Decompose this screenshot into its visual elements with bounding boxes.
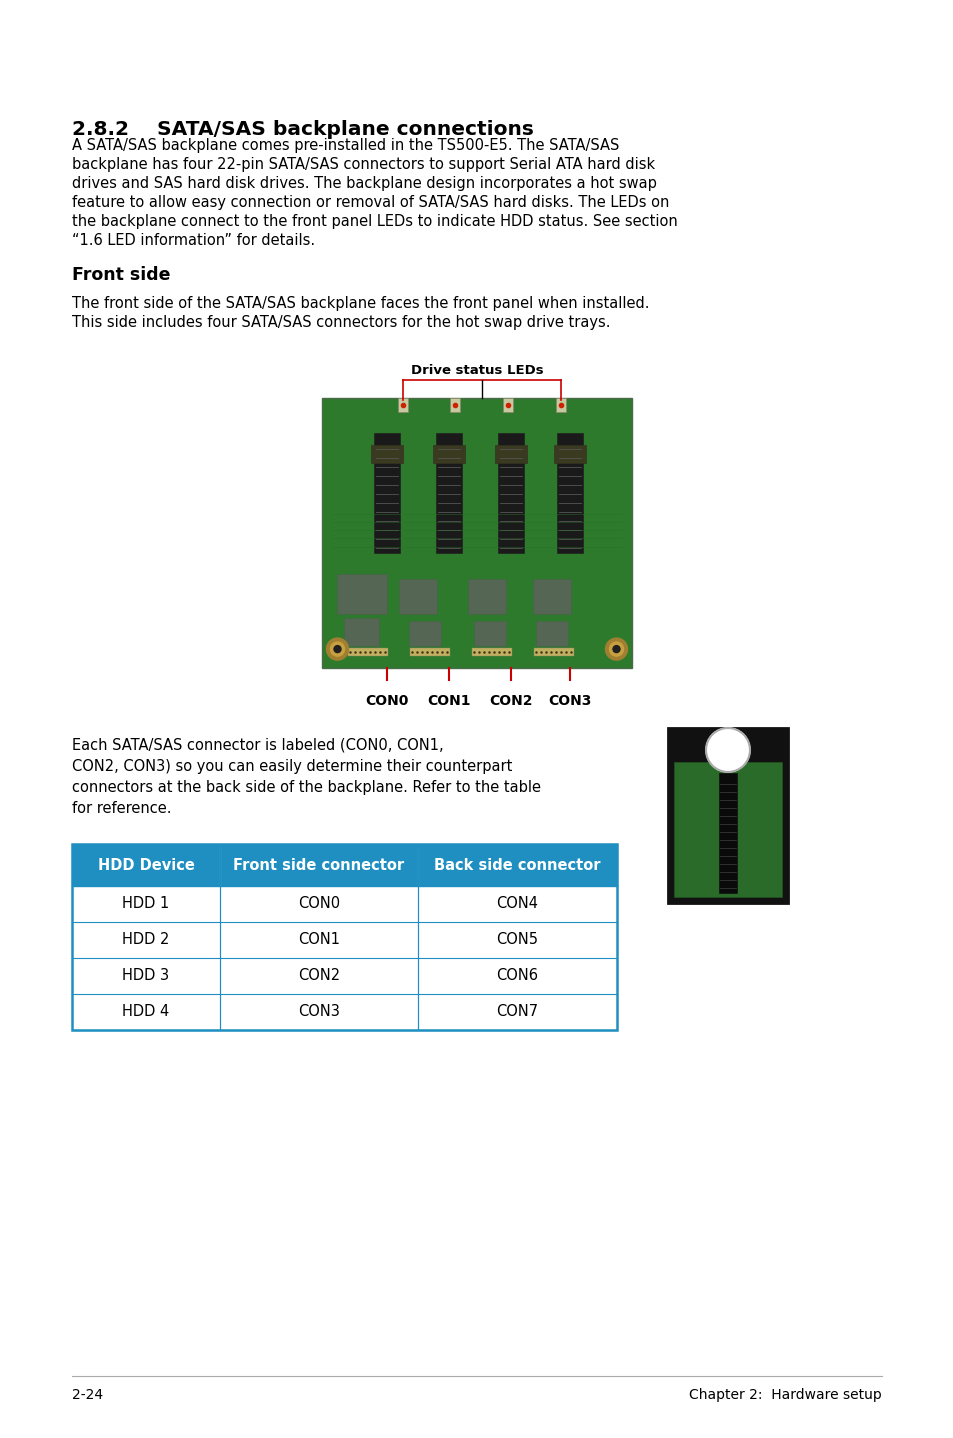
- Bar: [450, 398, 459, 413]
- Text: CON1: CON1: [297, 932, 339, 948]
- Text: Front side: Front side: [71, 266, 171, 283]
- Circle shape: [705, 728, 749, 772]
- Bar: [667, 728, 787, 903]
- Bar: [536, 621, 567, 647]
- Text: Chapter 2:  Hardware setup: Chapter 2: Hardware setup: [688, 1388, 882, 1402]
- Text: HDD 1: HDD 1: [122, 896, 170, 912]
- Text: CON0: CON0: [297, 896, 339, 912]
- Text: CON2: CON2: [489, 695, 533, 707]
- Text: CON7: CON7: [496, 1005, 538, 1020]
- Bar: [343, 618, 378, 647]
- Circle shape: [613, 646, 619, 653]
- Bar: [436, 433, 461, 554]
- Text: HDD 2: HDD 2: [122, 932, 170, 948]
- Bar: [371, 444, 403, 463]
- Text: Each SATA/SAS connector is labeled (CON0, CON1,: Each SATA/SAS connector is labeled (CON0…: [71, 738, 443, 754]
- Circle shape: [326, 638, 348, 660]
- Text: HDD Device: HDD Device: [97, 857, 194, 873]
- Circle shape: [330, 643, 344, 656]
- Circle shape: [605, 638, 627, 660]
- Text: for reference.: for reference.: [71, 801, 172, 815]
- Text: connectors at the back side of the backplane. Refer to the table: connectors at the back side of the backp…: [71, 779, 540, 795]
- Text: CON2, CON3) so you can easily determine their counterpart: CON2, CON3) so you can easily determine …: [71, 759, 512, 774]
- Bar: [322, 398, 631, 669]
- Text: CON3: CON3: [297, 1005, 339, 1020]
- Bar: [557, 433, 582, 554]
- Text: Back side connector: Back side connector: [434, 857, 600, 873]
- Bar: [555, 398, 565, 413]
- Bar: [337, 574, 387, 614]
- Text: CON0: CON0: [365, 695, 408, 707]
- Text: HDD 4: HDD 4: [122, 1005, 170, 1020]
- Bar: [495, 444, 527, 463]
- Text: drives and SAS hard disk drives. The backplane design incorporates a hot swap: drives and SAS hard disk drives. The bac…: [71, 175, 657, 191]
- Bar: [410, 649, 450, 656]
- Text: feature to allow easy connection or removal of SATA/SAS hard disks. The LEDs on: feature to allow easy connection or remo…: [71, 196, 669, 210]
- Text: CON5: CON5: [496, 932, 537, 948]
- Bar: [673, 762, 781, 897]
- Bar: [474, 621, 505, 647]
- Text: the backplane connect to the front panel LEDs to indicate HDD status. See sectio: the backplane connect to the front panel…: [71, 214, 677, 229]
- Bar: [399, 580, 437, 614]
- Bar: [433, 444, 465, 463]
- Bar: [374, 433, 399, 554]
- Text: HDD 3: HDD 3: [122, 969, 170, 984]
- Bar: [534, 649, 574, 656]
- Text: 2.8.2    SATA/SAS backplane connections: 2.8.2 SATA/SAS backplane connections: [71, 119, 534, 139]
- Bar: [502, 398, 513, 413]
- Text: “1.6 LED information” for details.: “1.6 LED information” for details.: [71, 233, 314, 247]
- Bar: [467, 580, 505, 614]
- Bar: [497, 433, 523, 554]
- Text: Drive status LEDs: Drive status LEDs: [410, 364, 543, 377]
- Bar: [71, 994, 617, 1030]
- Bar: [409, 621, 440, 647]
- Text: CON2: CON2: [297, 969, 339, 984]
- Text: CON1: CON1: [427, 695, 471, 707]
- Bar: [719, 774, 737, 893]
- Bar: [71, 844, 617, 886]
- Bar: [71, 922, 617, 958]
- Circle shape: [334, 646, 340, 653]
- Text: 2-24: 2-24: [71, 1388, 103, 1402]
- Bar: [472, 649, 512, 656]
- Text: CON4: CON4: [496, 896, 537, 912]
- Text: Front side connector: Front side connector: [233, 857, 404, 873]
- Text: The front side of the SATA/SAS backplane faces the front panel when installed.: The front side of the SATA/SAS backplane…: [71, 296, 649, 311]
- Bar: [532, 580, 570, 614]
- Circle shape: [609, 643, 623, 656]
- Bar: [71, 886, 617, 922]
- Text: CON2: CON2: [712, 741, 742, 751]
- Bar: [554, 444, 585, 463]
- Text: A SATA/SAS backplane comes pre-installed in the TS500-E5. The SATA/SAS: A SATA/SAS backplane comes pre-installed…: [71, 138, 618, 152]
- Text: CON6: CON6: [496, 969, 537, 984]
- Bar: [71, 844, 617, 1030]
- Text: backplane has four 22-pin SATA/SAS connectors to support Serial ATA hard disk: backplane has four 22-pin SATA/SAS conne…: [71, 157, 655, 173]
- Bar: [322, 398, 631, 669]
- Text: This side includes four SATA/SAS connectors for the hot swap drive trays.: This side includes four SATA/SAS connect…: [71, 315, 610, 329]
- Bar: [71, 958, 617, 994]
- Text: CON3: CON3: [548, 695, 591, 707]
- Bar: [397, 398, 407, 413]
- Bar: [348, 649, 388, 656]
